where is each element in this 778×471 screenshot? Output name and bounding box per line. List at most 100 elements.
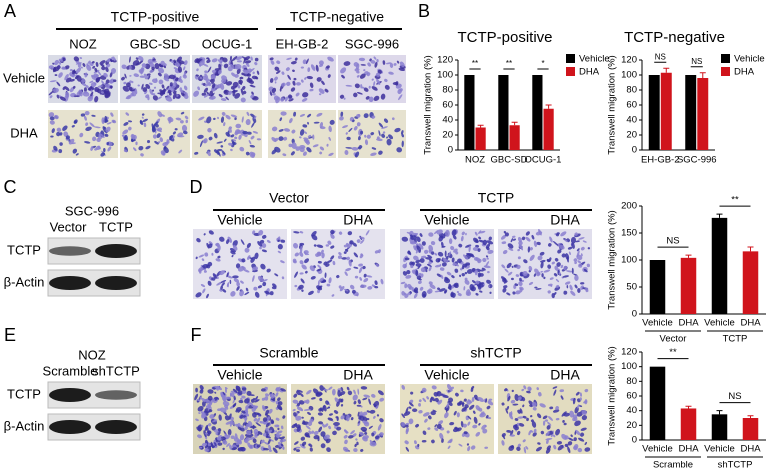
y-tick-label: 0 <box>632 309 637 320</box>
cell <box>269 291 274 296</box>
cell <box>281 71 285 75</box>
cell <box>232 139 237 142</box>
cell <box>374 280 378 285</box>
cell <box>381 133 386 138</box>
cell <box>388 71 394 75</box>
cell <box>438 288 446 292</box>
cell <box>427 263 432 267</box>
cell <box>315 391 323 397</box>
cell <box>313 244 317 247</box>
cell <box>338 231 343 235</box>
cell <box>244 398 250 404</box>
cell <box>584 388 589 393</box>
cell <box>256 138 262 141</box>
blot-band <box>49 420 91 434</box>
cell <box>222 57 228 63</box>
blot-band <box>95 390 137 400</box>
cell <box>230 435 235 439</box>
cell <box>265 409 270 415</box>
cell <box>466 443 470 446</box>
cell <box>359 431 365 436</box>
cell <box>280 260 285 264</box>
cell <box>242 421 247 426</box>
cell <box>104 133 109 137</box>
cell <box>510 277 514 281</box>
cell <box>447 445 451 449</box>
cell <box>479 412 486 418</box>
cell <box>196 68 199 72</box>
cell <box>549 236 553 243</box>
cell <box>64 73 69 81</box>
cell <box>130 92 135 97</box>
cell <box>201 412 206 419</box>
cell <box>360 448 364 452</box>
cell <box>319 277 324 282</box>
cell <box>474 269 478 276</box>
cell <box>286 81 291 86</box>
cell <box>279 436 285 440</box>
cell <box>152 89 155 92</box>
cell <box>217 428 222 432</box>
cell <box>327 74 331 78</box>
cell <box>444 250 447 257</box>
cell <box>232 388 238 394</box>
cell <box>521 388 525 392</box>
cell <box>536 387 540 391</box>
cell <box>172 131 176 135</box>
cell <box>357 422 361 427</box>
cell <box>575 429 581 436</box>
cell <box>276 430 283 434</box>
lane-label: Scramble <box>43 363 98 378</box>
cell <box>475 292 479 296</box>
cell <box>456 412 460 418</box>
cell <box>231 72 236 77</box>
cell <box>358 263 363 267</box>
cell <box>152 126 156 132</box>
cell <box>295 92 300 97</box>
cell <box>175 117 182 121</box>
cell <box>107 146 112 152</box>
cell <box>202 400 206 407</box>
cell <box>54 74 58 77</box>
cell <box>430 410 436 416</box>
cell <box>403 411 411 416</box>
cell <box>141 116 144 119</box>
cell <box>224 90 228 94</box>
cell <box>417 443 420 447</box>
cell <box>236 68 241 75</box>
cell <box>275 417 280 421</box>
cell <box>348 127 353 133</box>
cell <box>506 262 512 269</box>
cell-line: SGC-996 <box>65 203 119 218</box>
cell <box>537 271 541 276</box>
cell <box>180 111 185 115</box>
cell <box>217 116 220 120</box>
cell <box>367 62 371 67</box>
cell <box>407 250 411 255</box>
cell <box>313 434 320 440</box>
cell <box>275 433 280 439</box>
cell <box>566 284 569 289</box>
cell <box>250 402 254 408</box>
cell <box>254 57 259 62</box>
cell <box>453 248 458 253</box>
x-tick-label: DHA <box>740 444 761 455</box>
cell <box>52 62 55 65</box>
cell <box>438 420 444 425</box>
cell <box>336 426 342 431</box>
cell <box>169 82 173 87</box>
bar <box>685 75 697 150</box>
cell <box>360 130 364 135</box>
cell <box>204 70 209 74</box>
cell <box>265 416 270 423</box>
cell <box>91 61 95 64</box>
cell <box>134 87 138 94</box>
cell <box>199 140 203 148</box>
cell <box>461 266 465 270</box>
cell <box>234 92 241 99</box>
cell <box>236 439 242 446</box>
cell <box>292 408 296 412</box>
cell <box>406 269 411 275</box>
cell <box>424 249 429 254</box>
significance-label: NS <box>666 236 679 247</box>
